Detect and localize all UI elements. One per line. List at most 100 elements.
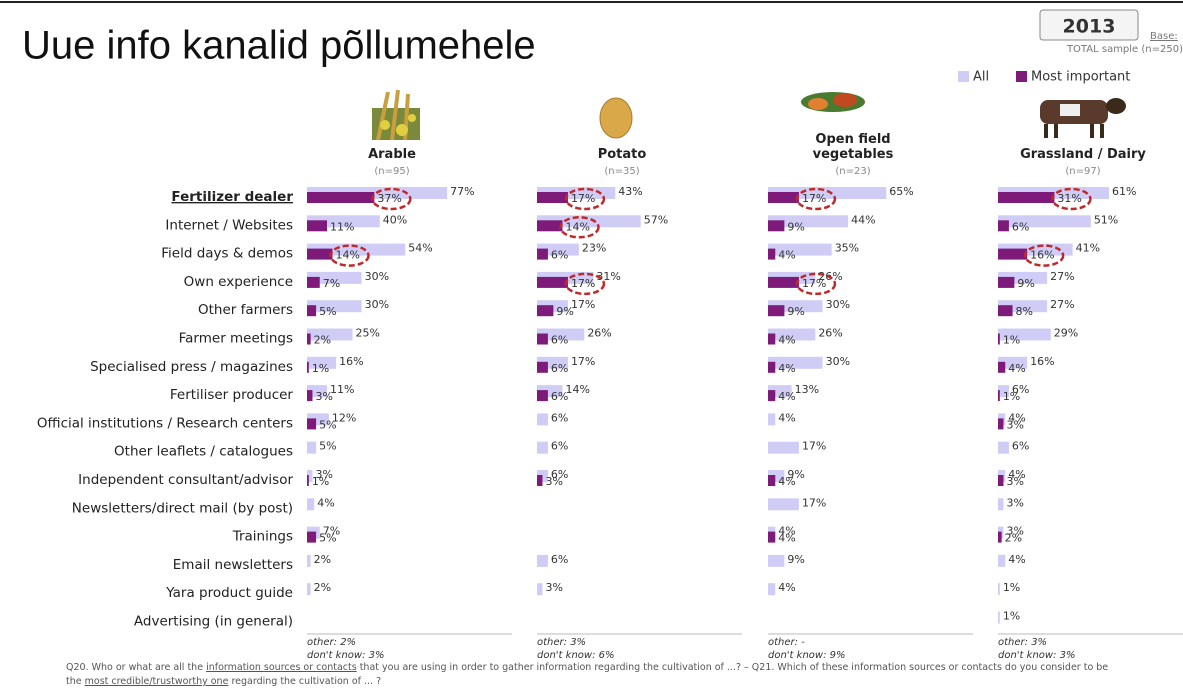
- value-label: 14%: [565, 220, 589, 233]
- value-label: 17%: [802, 277, 826, 290]
- legend-label: All: [973, 70, 989, 85]
- row-label: Newsletters/direct mail (by post): [72, 500, 293, 516]
- value-label: 3%: [1006, 525, 1023, 538]
- value-label: 31%: [1057, 192, 1081, 205]
- row-label: Trainings: [232, 529, 293, 545]
- bar-most-important: [537, 192, 568, 203]
- value-label: 17%: [571, 298, 595, 311]
- bar-all: [998, 441, 1009, 454]
- bar-all: [307, 470, 313, 482]
- value-label: 6%: [1012, 220, 1029, 233]
- value-label: 17%: [571, 355, 595, 368]
- value-label: 37%: [377, 192, 401, 205]
- bar-most-important: [537, 220, 563, 232]
- value-label: 6%: [551, 468, 568, 481]
- highlight-circle: [329, 244, 370, 267]
- bar-all: [768, 328, 816, 341]
- footnote-segment: information sources or contacts: [206, 662, 357, 673]
- value-label: 43%: [618, 185, 642, 198]
- value-label: 1%: [1003, 610, 1020, 623]
- value-label: 6%: [551, 553, 568, 566]
- value-label: 25%: [356, 327, 380, 340]
- value-label: 3%: [545, 581, 562, 594]
- value-label: 4%: [778, 532, 795, 545]
- value-label: 7%: [323, 525, 340, 538]
- dont-know-note: don't know: 3%: [307, 650, 385, 661]
- value-label: 65%: [889, 185, 913, 198]
- value-label: 4%: [317, 496, 334, 509]
- value-label: 11%: [330, 383, 354, 396]
- bar-most-important: [998, 390, 1000, 402]
- value-label: 40%: [383, 213, 407, 226]
- value-label: 30%: [365, 270, 389, 283]
- value-label: 6%: [551, 362, 568, 375]
- value-label: 26%: [818, 327, 842, 340]
- value-label: 16%: [1030, 355, 1054, 368]
- bar-all: [768, 356, 823, 369]
- bar-most-important: [307, 192, 375, 203]
- other-note: other: 3%: [998, 637, 1047, 648]
- panel-title: Open field vegetables: [812, 132, 894, 162]
- value-label: 1%: [312, 362, 329, 375]
- panel-header: Arable: [368, 147, 416, 162]
- value-label: 3%: [315, 468, 332, 481]
- bar-most-important: [307, 276, 320, 288]
- bar-most-important: [998, 361, 1006, 373]
- bar-most-important: [307, 220, 328, 232]
- value-label: 51%: [1094, 213, 1118, 226]
- bar-most-important: [537, 305, 554, 317]
- dont-know-note: don't know: 6%: [537, 650, 615, 661]
- bar-all: [998, 583, 1000, 596]
- bar-all: [307, 441, 317, 454]
- value-label: 17%: [571, 277, 595, 290]
- highlight-circle: [371, 187, 412, 211]
- value-label: 2%: [314, 553, 331, 566]
- value-label: 30%: [365, 298, 389, 311]
- value-label: 4%: [778, 525, 795, 538]
- bar-most-important: [768, 192, 799, 203]
- row-label: Internet / Websites: [165, 217, 293, 233]
- value-label: 16%: [1030, 249, 1054, 262]
- year-box: [1039, 9, 1139, 41]
- bar-all: [537, 215, 641, 228]
- other-note: other: 3%: [537, 637, 586, 648]
- value-label: 3%: [545, 475, 562, 488]
- value-label: 7%: [323, 277, 340, 290]
- bar-most-important: [307, 475, 309, 486]
- bar-all: [768, 498, 799, 511]
- bar-all: [307, 554, 311, 567]
- bar-most-important: [537, 390, 548, 402]
- value-label: 2%: [314, 334, 331, 347]
- bar-all: [998, 385, 1009, 398]
- bar-most-important: [307, 531, 317, 543]
- dont-know-note: don't know: 9%: [768, 650, 846, 661]
- other-note: other: -: [768, 637, 805, 648]
- value-label: 5%: [319, 440, 336, 453]
- bar-most-important: [998, 220, 1009, 232]
- value-label: 6%: [551, 249, 568, 262]
- value-label: 61%: [1112, 185, 1136, 198]
- value-label: 5%: [319, 532, 336, 545]
- highlight-circle: [564, 272, 606, 296]
- value-label: 3%: [1006, 475, 1023, 488]
- row-label: Other leaflets / catalogues: [114, 444, 293, 460]
- row-label: Fertiliser producer: [170, 387, 294, 403]
- bar-all: [537, 413, 548, 426]
- value-label: 31%: [596, 270, 620, 283]
- panel-subtitle: (n=97): [1065, 166, 1100, 177]
- footnote: Q20. Who or what are all the information…: [66, 661, 1126, 689]
- value-label: 1%: [1003, 581, 1020, 594]
- bar-most-important: [998, 305, 1013, 317]
- bar-all: [307, 300, 362, 313]
- panel-subtitle: (n=23): [835, 166, 870, 177]
- value-label: 14%: [335, 249, 359, 262]
- value-label: 4%: [778, 411, 795, 424]
- bar-all: [998, 328, 1051, 341]
- value-label: 9%: [787, 220, 804, 233]
- value-label: 2%: [314, 581, 331, 594]
- footnote-segment: Q20. Who or what are all the: [66, 662, 207, 673]
- bar-all: [307, 271, 362, 284]
- bar-most-important: [537, 276, 568, 288]
- value-label: 9%: [787, 553, 804, 566]
- value-label: 4%: [1008, 468, 1025, 481]
